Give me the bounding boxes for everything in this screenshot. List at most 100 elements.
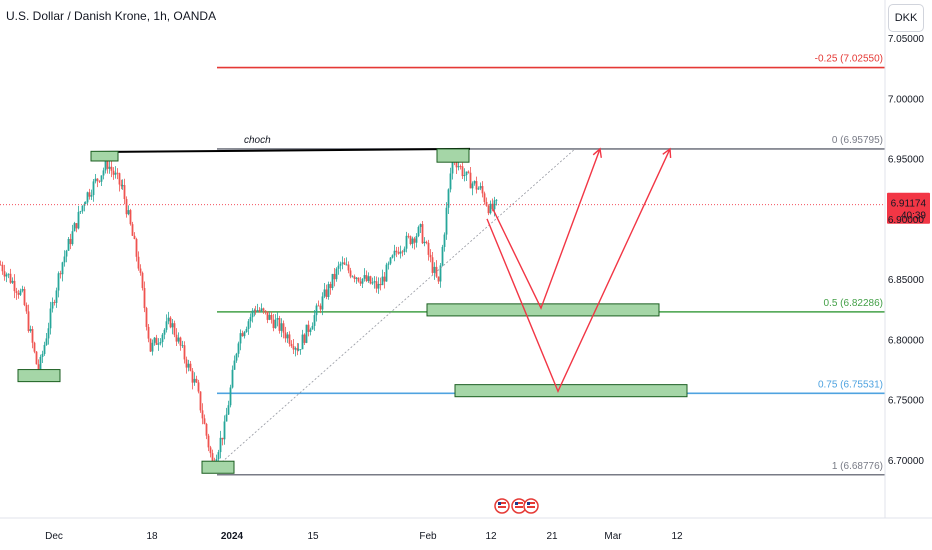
candle-down xyxy=(3,271,6,277)
candle-up xyxy=(419,224,422,228)
last-price-label: 6.91174 xyxy=(891,199,927,210)
candle-up xyxy=(92,181,95,196)
candle-down xyxy=(199,391,202,411)
candle-down xyxy=(120,184,123,187)
candle-down xyxy=(116,172,119,174)
candle-down xyxy=(149,338,152,352)
x-tick-label: 12 xyxy=(671,531,683,542)
candle-down xyxy=(139,268,142,273)
candle-up xyxy=(65,250,68,257)
candle-up xyxy=(61,262,64,275)
candle-down xyxy=(23,288,26,305)
candle-up xyxy=(227,405,230,415)
fib-label-1: 1 (6.68776) xyxy=(832,461,883,472)
candle-down xyxy=(129,210,132,225)
candle-down xyxy=(183,345,186,360)
candle-down xyxy=(135,239,138,257)
us-flag-event-icon xyxy=(494,498,510,514)
flag-canton xyxy=(515,502,518,505)
candle-up xyxy=(393,250,396,256)
candle-up xyxy=(315,305,318,316)
candle-up xyxy=(389,257,392,264)
x-tick-label: 21 xyxy=(546,531,558,542)
candle-down xyxy=(254,310,257,312)
candle-up xyxy=(479,186,482,189)
candle-down xyxy=(483,193,486,202)
candle-down xyxy=(475,181,478,190)
candle-up xyxy=(84,202,87,204)
candle-down xyxy=(147,326,150,339)
path-to-0.75-arrowhead xyxy=(662,147,672,158)
candle-up xyxy=(49,308,52,329)
candle-down xyxy=(455,161,458,168)
candle-up xyxy=(385,264,388,282)
x-tick-label: Dec xyxy=(45,531,63,542)
candle-up xyxy=(73,223,76,232)
flag-stripe xyxy=(515,502,523,504)
candle-up xyxy=(167,317,170,322)
candle-down xyxy=(209,447,212,454)
candle-up xyxy=(237,343,240,354)
candle-up xyxy=(361,278,364,284)
candle-down xyxy=(123,185,126,200)
candle-down xyxy=(421,224,424,244)
candle-down xyxy=(33,342,36,352)
candle-down xyxy=(296,348,299,351)
candle-up xyxy=(355,277,358,279)
candle-down xyxy=(1,264,4,272)
candle-up xyxy=(405,235,408,249)
candle-down xyxy=(409,236,412,245)
candle-up xyxy=(443,234,446,247)
candle-up xyxy=(114,172,117,175)
candle-up xyxy=(268,314,271,320)
candle-down xyxy=(131,224,134,236)
candle-up xyxy=(445,207,448,235)
candle-down xyxy=(221,437,224,440)
candle-down xyxy=(241,333,244,337)
flag-stripe xyxy=(527,506,535,508)
candle-down xyxy=(35,351,38,365)
candle-down xyxy=(205,423,208,436)
candle-up xyxy=(243,331,246,337)
candle-up xyxy=(63,256,66,263)
candle-up xyxy=(423,241,426,244)
path-to-0.75 xyxy=(486,148,671,394)
candle-down xyxy=(307,324,310,332)
candle-down xyxy=(469,172,472,189)
zone-0.75 xyxy=(454,384,688,398)
candle-down xyxy=(59,273,62,275)
candle-down xyxy=(53,302,56,303)
currency-button[interactable]: DKK xyxy=(888,4,924,32)
candle-down xyxy=(262,308,265,311)
candle-down xyxy=(189,363,192,371)
x-tick-label: Mar xyxy=(604,531,622,542)
candle-down xyxy=(155,337,158,345)
candle-up xyxy=(411,238,414,245)
candle-up xyxy=(43,344,46,354)
candle-up xyxy=(57,273,60,291)
candle-up xyxy=(299,349,302,350)
candle-up xyxy=(233,360,236,370)
candle-up xyxy=(345,264,348,266)
candle-down xyxy=(169,317,172,328)
candle-up xyxy=(371,282,374,284)
candle-down xyxy=(272,319,275,329)
candle-up xyxy=(165,321,168,330)
candle-up xyxy=(363,275,366,279)
candle-up xyxy=(79,211,82,213)
x-tick-label: 2024 xyxy=(221,531,244,542)
y-tick-label: 6.85000 xyxy=(888,275,925,286)
candle-up xyxy=(225,414,228,422)
candle-down xyxy=(0,264,2,266)
x-tick-label: 15 xyxy=(307,531,319,542)
candle-up xyxy=(311,325,314,330)
candle-down xyxy=(133,235,136,240)
candle-up xyxy=(229,387,232,406)
y-tick-label: 7.05000 xyxy=(888,34,925,45)
jan-low-box xyxy=(201,460,235,474)
flag-canton xyxy=(498,502,501,505)
candle-up xyxy=(286,334,289,339)
candle-up xyxy=(313,315,316,326)
